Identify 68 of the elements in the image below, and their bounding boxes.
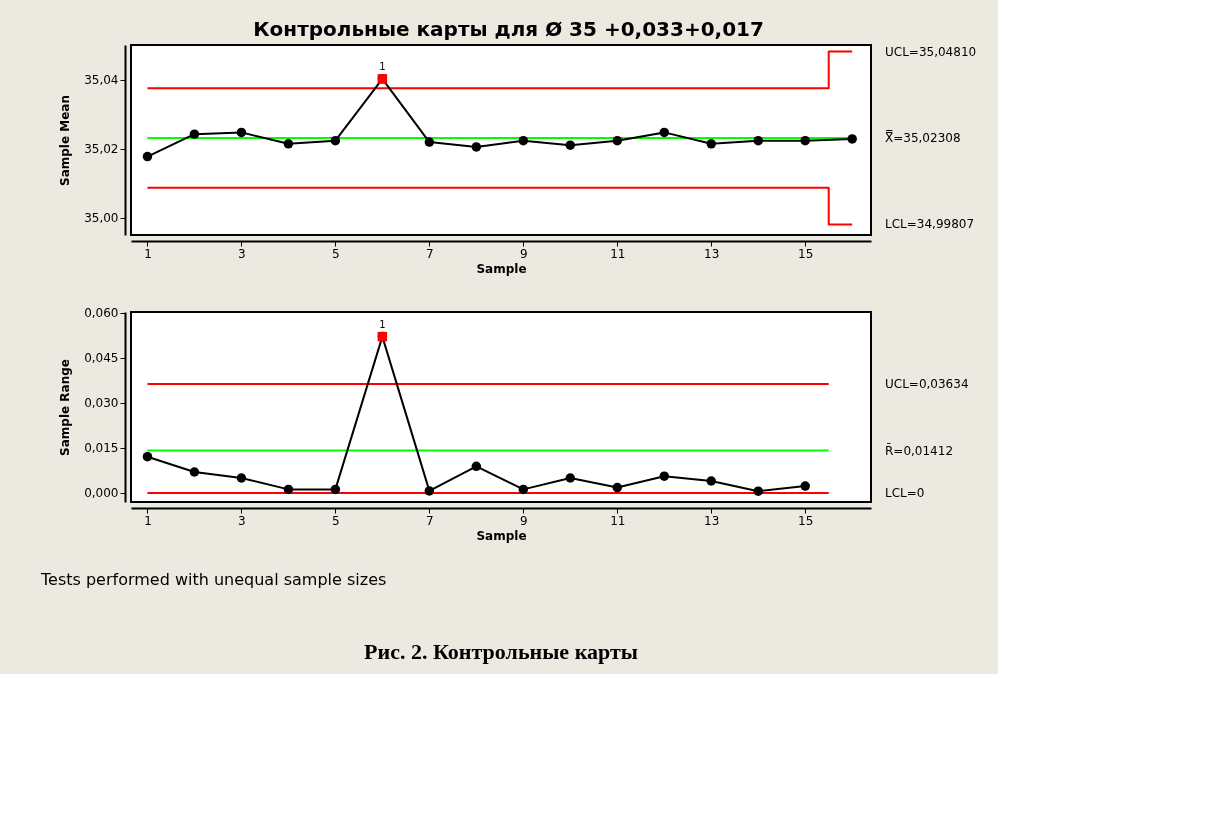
text: X̿=35,02308	[885, 129, 961, 145]
point	[659, 471, 670, 481]
annotation: 1	[379, 60, 386, 72]
annotation: 1	[379, 318, 386, 330]
x-tick-label: 11	[610, 513, 626, 528]
x-tick-label: 7	[426, 513, 434, 528]
text: Tests performed with unequal sample sizes	[40, 570, 387, 589]
x-tick-label: 5	[332, 246, 340, 261]
point	[142, 451, 153, 462]
x-tick-label: 3	[238, 246, 246, 261]
text: LCL=34,99807	[885, 217, 975, 232]
text: UCL=0,03634	[885, 376, 969, 391]
point	[283, 139, 294, 149]
point	[565, 473, 576, 483]
x-axis-title: Sample	[476, 261, 527, 276]
x-tick-label: 7	[426, 246, 434, 261]
y-tick-label: 0,000	[84, 486, 119, 501]
x-tick-label: 13	[704, 246, 720, 261]
point	[518, 484, 529, 495]
point	[424, 486, 435, 496]
point	[330, 135, 341, 146]
point	[236, 473, 247, 483]
point	[471, 461, 482, 472]
y-tick-label: 0,030	[84, 396, 119, 411]
point	[753, 486, 763, 496]
chart-title: Контрольные карты для Ø 35 +0,033+0,017	[253, 17, 764, 41]
point	[236, 127, 247, 138]
y-axis-title: Sample Range	[58, 359, 73, 456]
point	[753, 135, 763, 146]
point	[612, 135, 623, 146]
x-axis-title: Sample	[476, 528, 527, 543]
point	[189, 467, 200, 477]
text: Рис. 2. Контрольные карты	[364, 639, 638, 664]
text: LCL=0	[885, 486, 925, 500]
x-tick-label: 15	[798, 246, 814, 261]
y-axis-title: Sample Mean	[58, 95, 73, 186]
x-tick-label: 1	[144, 246, 152, 261]
point	[565, 140, 576, 150]
point	[800, 481, 810, 491]
x-tick-label: 1	[144, 513, 152, 528]
text: R̄=0,01412	[885, 443, 954, 458]
point	[142, 151, 153, 162]
point	[471, 142, 482, 152]
text: UCL=35,04810	[885, 44, 977, 59]
y-tick-label: 35,04	[84, 73, 119, 88]
y-tick-label: 35,02	[84, 142, 119, 157]
point	[800, 135, 810, 146]
x-tick-label: 3	[238, 513, 246, 528]
point	[847, 134, 857, 144]
x-tick-label: 9	[520, 513, 528, 528]
x-tick-label: 11	[610, 246, 626, 261]
y-tick-label: 0,045	[84, 351, 119, 366]
point	[330, 484, 341, 495]
point	[706, 476, 716, 486]
x-tick-label: 9	[520, 246, 528, 261]
point	[283, 484, 294, 495]
point	[424, 137, 435, 147]
y-tick-label: 0,060	[84, 306, 119, 321]
y-tick-label: 35,00	[84, 211, 119, 226]
x-tick-label: 13	[704, 513, 720, 528]
x-tick-label: 5	[332, 513, 340, 528]
point	[518, 135, 529, 146]
point	[189, 129, 200, 139]
y-tick-label: 0,015	[84, 441, 119, 456]
point	[659, 127, 670, 138]
point	[706, 139, 716, 149]
x-tick-label: 15	[798, 513, 814, 528]
point	[612, 482, 623, 493]
